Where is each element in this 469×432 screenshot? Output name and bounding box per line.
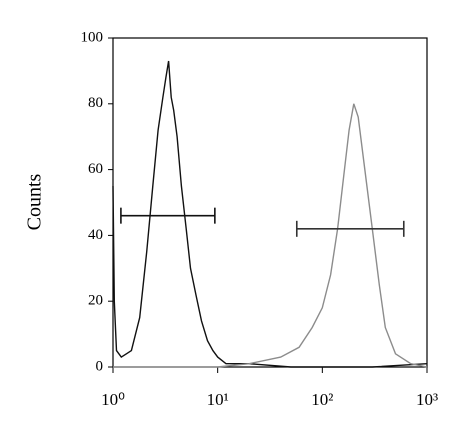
- y-tick-label: 40: [88, 227, 103, 243]
- x-tick-label: 10²: [311, 390, 333, 409]
- y-tick-label: 20: [88, 293, 103, 309]
- histogram-line: [113, 103, 428, 368]
- x-tick-label: 10¹: [207, 390, 229, 409]
- y-tick-label: 60: [88, 161, 103, 177]
- y-axis-label: Counts: [24, 173, 46, 230]
- x-tick-label: 10³: [416, 390, 438, 409]
- y-tick-label: 0: [96, 358, 104, 374]
- y-tick-label: 100: [81, 29, 104, 45]
- plot-frame: [112, 37, 428, 368]
- x-tick-label: 10⁰: [101, 390, 125, 409]
- y-tick-label: 80: [88, 95, 103, 111]
- histogram-line: [112, 60, 428, 368]
